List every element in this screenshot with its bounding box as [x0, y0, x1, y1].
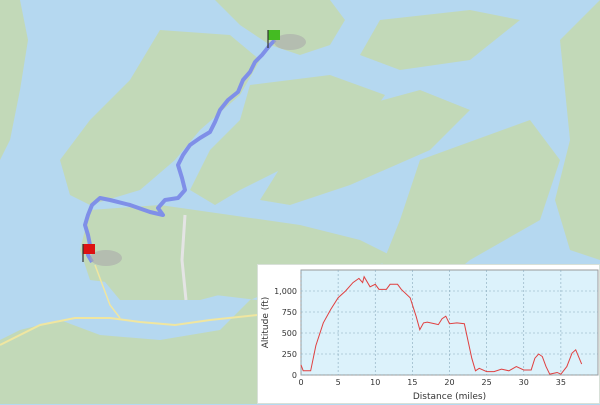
y-axis-label: Altitude (ft) [261, 297, 271, 349]
road [94, 264, 121, 319]
marker-shadow [274, 34, 306, 50]
x-tick-label: 30 [519, 378, 529, 387]
x-tick-label: 35 [556, 378, 566, 387]
y-tick-label: 250 [282, 350, 297, 359]
y-tick-label: 750 [282, 308, 297, 317]
x-tick-label: 5 [336, 378, 341, 387]
y-tick-label: 0 [292, 371, 297, 380]
valley-road [180, 214, 188, 301]
start-marker[interactable] [267, 30, 306, 50]
route-line[interactable] [83, 38, 277, 263]
end-marker[interactable] [82, 244, 122, 266]
altitude-line [300, 275, 583, 375]
x-tick-label: 10 [370, 378, 380, 387]
road [0, 314, 258, 346]
y-tick-label: 500 [282, 329, 297, 338]
marker-shadow [90, 250, 122, 266]
x-axis-label: Distance (miles) [413, 392, 486, 402]
elevation-profile-panel: 0 5 10 15 20 25 30 35 0 250 500 750 1,000 Distance (m… [257, 264, 600, 404]
x-tick-label: 20 [444, 378, 454, 387]
x-tick-label: 25 [482, 378, 492, 387]
start-flag-icon [268, 30, 280, 40]
elevation-chart: 0 5 10 15 20 25 30 35 0 250 500 750 1,000 Distance (m… [261, 269, 599, 402]
x-tick-label: 15 [407, 378, 417, 387]
x-tick-label: 0 [298, 378, 303, 387]
end-flag-icon [83, 244, 95, 254]
y-tick-label: 1,000 [274, 287, 297, 296]
